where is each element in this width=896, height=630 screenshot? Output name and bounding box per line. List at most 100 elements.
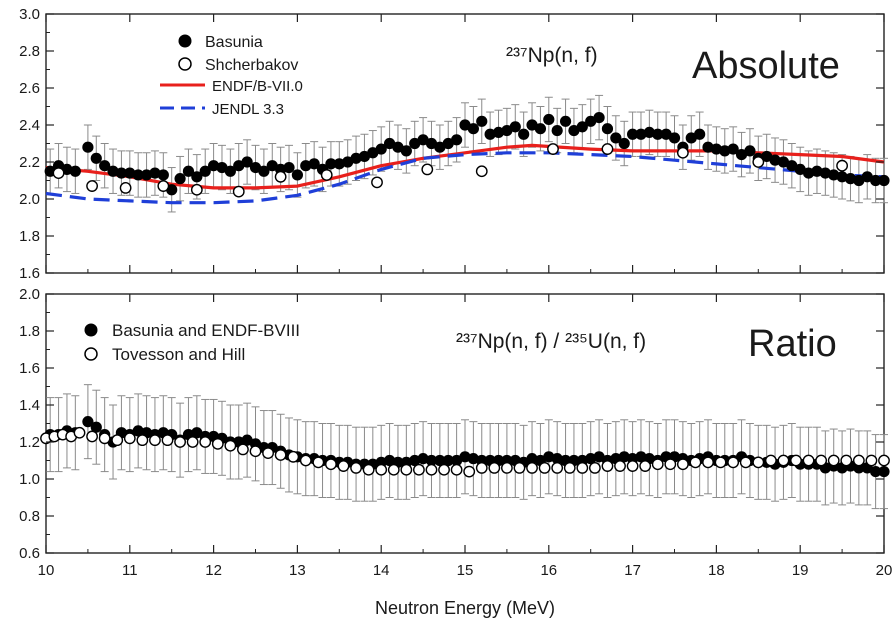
absolute-basunia-point (350, 152, 362, 164)
ratio-tovesson-and-hill-point (262, 447, 274, 459)
ratio-tovesson-and-hill-point (123, 432, 136, 445)
absolute-y-tick-label: 1.6 (19, 265, 40, 282)
ratio-basunia-and-endf-bviii-point (467, 453, 479, 465)
absolute-basunia-point (492, 126, 505, 138)
absolute-basunia-point (191, 171, 203, 183)
ratio-tovesson-and-hill-point (475, 461, 488, 474)
absolute-basunia-point (132, 169, 144, 181)
ratio-y-tick-label: 1.8 (19, 323, 40, 340)
ratio-basunia-and-endf-bviii-point (551, 453, 563, 465)
legend-basunia-endf-label: Basunia and ENDF-BVIII (112, 321, 300, 340)
absolute-basunia-point (652, 128, 664, 140)
ratio-basunia-and-endf-bviii-point (585, 453, 597, 465)
absolute-shcherbakov-point (320, 169, 333, 181)
ratio-tovesson-and-hill-point (576, 461, 589, 474)
absolute-basunia-point (182, 165, 195, 177)
absolute-basunia-point (283, 161, 295, 174)
ratio-tovesson-and-hill-point (186, 436, 199, 448)
ratio-basunia-and-endf-bviii-point (82, 416, 94, 428)
absolute-basunia-point (668, 132, 681, 144)
ratio-tovesson-and-hill-point (878, 454, 890, 467)
ratio-tovesson-and-hill-point (827, 454, 840, 467)
absolute-basunia-point (308, 158, 320, 170)
absolute-basunia-point (157, 169, 169, 181)
x-tick-label: 13 (289, 562, 306, 579)
ratio-tovesson-and-hill-point (237, 443, 249, 456)
absolute-basunia-point (342, 156, 354, 168)
ratio-tovesson-and-hill-point (350, 461, 362, 474)
absolute-basunia-point (333, 158, 345, 170)
ratio-tovesson-and-hill-point (865, 454, 878, 467)
ratio-y-tick-label: 1.2 (19, 434, 40, 451)
absolute-basunia-point (568, 124, 580, 137)
ratio-panel-title: Ratio (748, 323, 837, 365)
absolute-basunia-point (861, 171, 873, 183)
absolute-shcherbakov-point (190, 183, 203, 196)
absolute-basunia-point (149, 167, 161, 179)
absolute-reaction-label: ²³⁷Np(n, f) (506, 44, 598, 67)
absolute-basunia-point (618, 137, 630, 150)
ratio-basunia-and-endf-bviii-point (409, 454, 421, 467)
ratio-tovesson-and-hill-point (98, 432, 111, 445)
absolute-shcherbakov-point (274, 170, 287, 183)
absolute-basunia-point (99, 160, 111, 172)
x-tick-label: 14 (373, 562, 390, 579)
absolute-basunia-point (409, 137, 421, 150)
absolute-basunia-point (559, 115, 572, 127)
absolute-y-tick-label: 2.4 (19, 117, 40, 134)
ratio-tovesson-and-hill-point (840, 454, 853, 467)
absolute-basunia-point (518, 128, 530, 140)
absolute-basunia-point (325, 158, 337, 170)
ratio-y-tick-label: 2.0 (19, 286, 40, 303)
legend-tovesson-marker (84, 347, 98, 361)
ratio-tovesson-and-hill-point (702, 456, 714, 469)
x-tick-label: 20 (876, 562, 893, 579)
absolute-basunia-point (526, 119, 538, 131)
absolute-basunia-point (853, 174, 865, 187)
ratio-y-tick-label: 0.8 (19, 508, 40, 525)
ratio-tovesson-and-hill-point (815, 454, 828, 467)
absolute-shcherbakov-point (836, 159, 848, 172)
absolute-basunia-point (627, 128, 639, 140)
ratio-tovesson-and-hill-point (752, 456, 765, 469)
x-tick-label: 12 (205, 562, 222, 579)
absolute-shcherbakov-point (752, 156, 765, 168)
absolute-basunia-point (434, 141, 446, 153)
ratio-y-tick-label: 0.6 (19, 545, 40, 562)
ratio-tovesson-and-hill-point (500, 461, 513, 474)
legend-basunia-marker (178, 34, 192, 48)
ratio-tovesson-and-hill-point (362, 463, 375, 476)
ratio-tovesson-and-hill-point (400, 463, 413, 476)
absolute-basunia-point (585, 115, 597, 127)
absolute-basunia-point (870, 174, 882, 187)
ratio-basunia-and-endf-bviii-point (241, 434, 253, 446)
ratio-reaction-label: ²³⁷Np(n, f) / ²³⁵U(n, f) (456, 330, 646, 353)
absolute-basunia-point (836, 171, 848, 183)
absolute-basunia-point (777, 156, 790, 168)
absolute-basunia-point (90, 152, 102, 164)
ratio-tovesson-and-hill-point (852, 454, 865, 467)
ratio-tovesson-and-hill-point (337, 460, 350, 472)
absolute-basunia-point (878, 174, 890, 187)
absolute-shcherbakov-point (157, 180, 170, 192)
absolute-basunia-point (727, 143, 739, 155)
absolute-basunia-point (576, 121, 588, 133)
x-tick-label: 17 (624, 562, 641, 579)
absolute-shcherbakov-point (86, 180, 98, 192)
ratio-tovesson-and-hill-point (161, 434, 174, 447)
ratio-tovesson-and-hill-point (551, 461, 564, 474)
ratio-basunia-and-endf-bviii-point (191, 427, 203, 439)
absolute-basunia-point (115, 167, 128, 179)
legend-endf-label: ENDF/B-VII.0 (212, 78, 303, 95)
legend-shcherbakov-label: Shcherbakov (205, 57, 298, 74)
ratio-tovesson-and-hill-point (764, 454, 777, 467)
ratio-tovesson-and-hill-point (601, 460, 614, 472)
absolute-shcherbakov-point (601, 143, 614, 155)
ratio-tovesson-and-hill-point (375, 463, 388, 476)
absolute-basunia-point (358, 150, 371, 163)
ratio-tovesson-and-hill-point (274, 449, 287, 461)
absolute-basunia-point (82, 141, 94, 153)
absolute-basunia-point (844, 173, 857, 185)
absolute-panel-title: Absolute (692, 45, 840, 87)
ratio-tovesson-and-hill-point (450, 463, 463, 476)
